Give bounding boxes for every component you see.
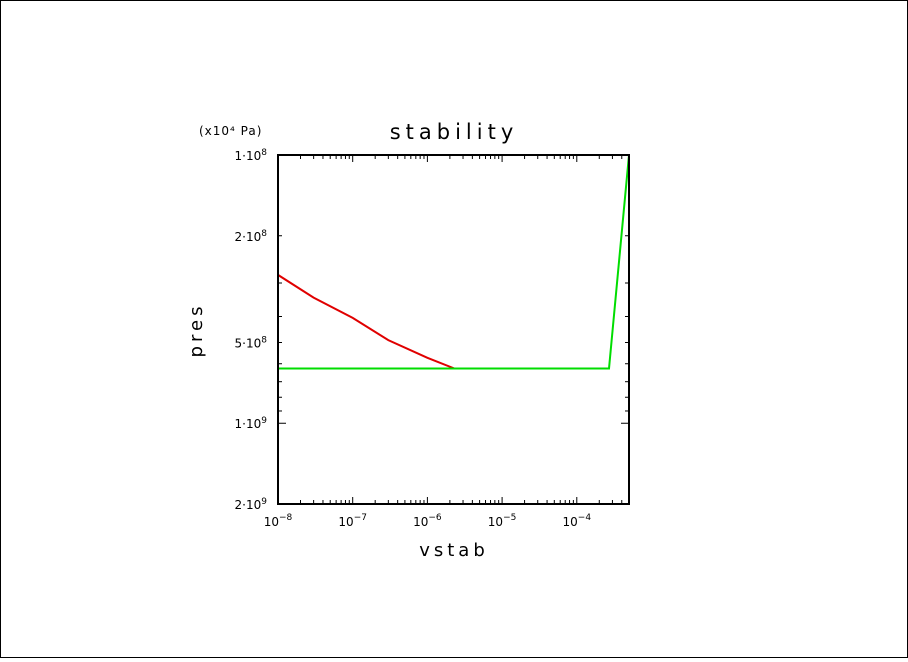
x-tick-label: 10−4 <box>563 513 592 529</box>
y-tick-label: 1·109 <box>235 416 268 431</box>
y-tick-label: 2·108 <box>235 229 268 244</box>
series-line-2 <box>277 154 630 504</box>
y-tick-label: 1·108 <box>235 148 268 163</box>
x-axis-label: vstab <box>419 540 489 561</box>
x-tick-label: 10−8 <box>264 513 293 529</box>
plot-area-border <box>277 154 630 505</box>
series-line-1 <box>277 155 455 370</box>
x-tick-label: 10−6 <box>413 513 442 529</box>
y-unit-label: (x10⁴ Pa) <box>199 124 262 138</box>
tick-labels: 10−8 10−7 10−6 10−5 10−4 1·108 2·108 5·108 1·109… <box>235 148 592 529</box>
chart-title: stability <box>390 120 519 144</box>
y-tick-label: 5·108 <box>235 335 268 350</box>
series-layer <box>277 154 630 504</box>
y-axis-label: pres <box>186 303 207 358</box>
axis-ticks <box>277 154 630 505</box>
y-tick-label: 2·109 <box>235 497 268 512</box>
x-tick-label: 10−5 <box>488 513 517 529</box>
x-tick-label: 10−7 <box>338 513 367 529</box>
